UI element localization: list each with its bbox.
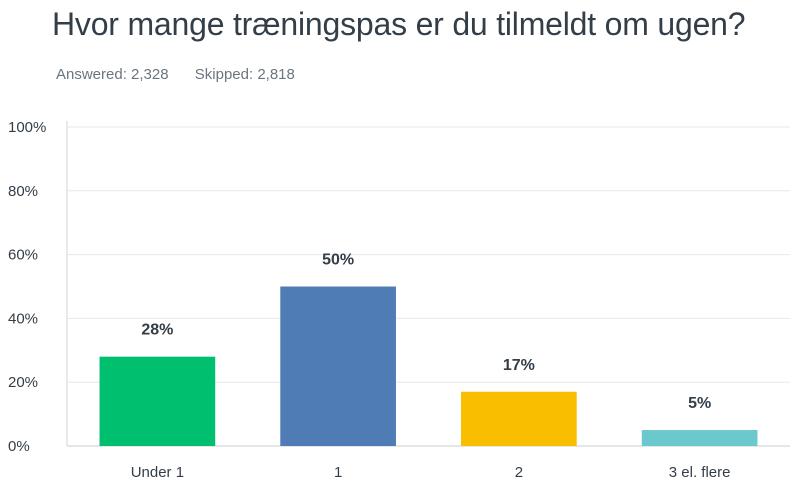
answered-label: Answered: bbox=[56, 66, 127, 83]
data-label-2: 50% bbox=[322, 252, 354, 269]
data-label-3: 17% bbox=[503, 357, 535, 374]
bar-2 bbox=[280, 286, 396, 446]
x-category-label-2: 1 bbox=[334, 464, 342, 481]
y-tick-label-80: 80% bbox=[8, 183, 38, 200]
bar-3 bbox=[461, 391, 577, 446]
skipped-count: 2,818 bbox=[257, 66, 295, 83]
answered-stat: Answered: 2,328 bbox=[56, 66, 169, 83]
y-tick-label-40: 40% bbox=[8, 310, 38, 327]
y-tick-label-100: 100% bbox=[8, 119, 46, 136]
question-title: Hvor mange træningspas er du tilmeldt om… bbox=[52, 6, 746, 42]
x-category-label-1: Under 1 bbox=[131, 464, 184, 481]
y-tick-label-0: 0% bbox=[8, 438, 30, 455]
data-label-4: 5% bbox=[688, 395, 711, 412]
bar-4 bbox=[641, 430, 758, 446]
skipped-stat: Skipped: 2,818 bbox=[195, 66, 295, 83]
answered-count: 2,328 bbox=[131, 66, 169, 83]
y-tick-label-20: 20% bbox=[8, 374, 38, 391]
response-stats: Answered: 2,328 Skipped: 2,818 bbox=[56, 66, 317, 83]
x-category-label-4: 3 el. flere bbox=[669, 464, 731, 481]
data-label-1: 28% bbox=[141, 322, 173, 339]
bar-1 bbox=[99, 356, 216, 446]
x-category-label-3: 2 bbox=[515, 464, 523, 481]
skipped-label: Skipped: bbox=[194, 66, 254, 83]
y-tick-label-60: 60% bbox=[8, 247, 38, 264]
